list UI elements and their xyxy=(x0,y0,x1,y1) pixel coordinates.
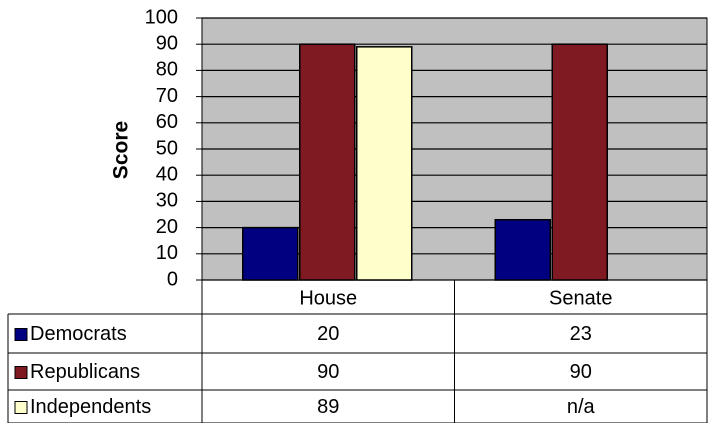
table-value: 90 xyxy=(317,361,339,383)
y-tick-label: 30 xyxy=(156,190,178,212)
legend-swatch xyxy=(14,328,28,341)
y-tick-label: 70 xyxy=(156,85,178,107)
y-tick-label: 80 xyxy=(156,59,178,81)
y-tick-label: 100 xyxy=(145,6,178,28)
legend-label: Republicans xyxy=(30,361,140,383)
table-value: 20 xyxy=(317,323,339,345)
bar xyxy=(494,218,551,281)
y-tick-label: 40 xyxy=(156,163,178,185)
bar xyxy=(242,226,299,281)
y-tick-label: 10 xyxy=(156,242,178,264)
table-value: n/a xyxy=(567,396,596,418)
y-tick-label: 20 xyxy=(156,216,178,238)
table-value: 89 xyxy=(317,396,339,418)
x-tick-label: Senate xyxy=(549,287,612,309)
legend-swatch xyxy=(14,401,28,414)
y-tick-label: 60 xyxy=(156,111,178,133)
y-tick-label: 0 xyxy=(167,268,178,290)
bar xyxy=(356,46,413,281)
legend-label: Independents xyxy=(30,396,151,418)
y-axis-label: Score xyxy=(110,121,133,179)
bar xyxy=(551,43,608,281)
table-value: 90 xyxy=(570,361,592,383)
legend-label: Democrats xyxy=(30,323,127,345)
x-tick-label: House xyxy=(299,287,357,309)
y-tick-label: 90 xyxy=(156,32,178,54)
legend-swatch xyxy=(14,366,28,379)
bar xyxy=(299,43,356,281)
y-tick-label: 50 xyxy=(156,137,178,159)
table-value: 23 xyxy=(570,323,592,345)
